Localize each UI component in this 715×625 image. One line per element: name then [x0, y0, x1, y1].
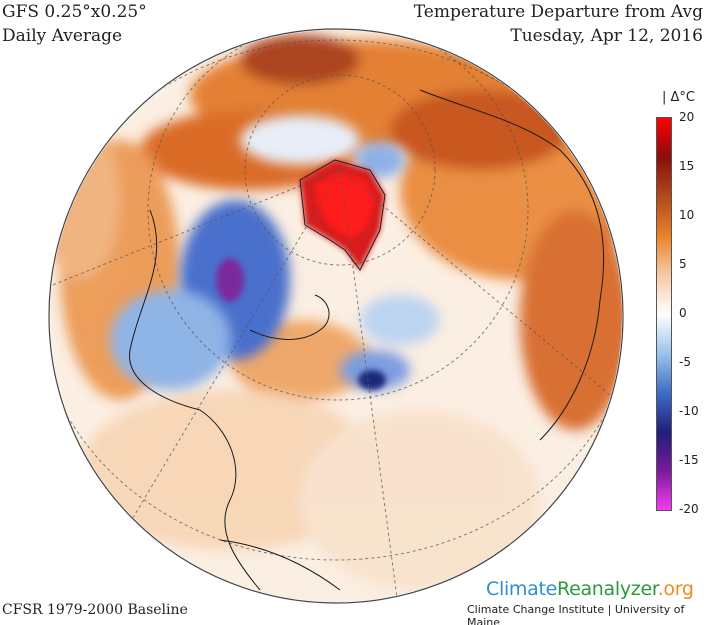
legend-unit-label: | Δ°C: [662, 90, 695, 105]
brand-part2: Reanalyzer: [557, 578, 658, 600]
climate-reanalyzer-logo: ClimateReanalyzer.org: [486, 578, 694, 600]
legend-tick-label: 10: [679, 208, 695, 222]
legend-tick-label: -10: [679, 404, 699, 418]
institute-credit: Climate Change Institute | University of…: [467, 603, 685, 625]
map-title: Temperature Departure from Avg: [413, 2, 703, 22]
model-label: GFS 0.25°x0.25°: [2, 2, 147, 22]
legend-tick-label: 15: [679, 159, 695, 173]
brand-part3: .org: [657, 578, 694, 600]
legend-colorbar: [656, 117, 672, 511]
legend-tick-label: -15: [679, 453, 699, 467]
anomaly-field: [50, 30, 622, 602]
baseline-label: CFSR 1979-2000 Baseline: [2, 602, 188, 618]
legend-tick-label: 0: [679, 306, 687, 320]
legend-tick-label: 5: [679, 257, 687, 271]
map-date: Tuesday, Apr 12, 2016: [510, 26, 703, 46]
legend-tick-label: 20: [679, 110, 695, 124]
legend-tick-label: -5: [679, 355, 691, 369]
period-label: Daily Average: [2, 26, 123, 46]
legend-tick-label: -20: [679, 502, 699, 516]
brand-part1: Climate: [486, 578, 558, 600]
